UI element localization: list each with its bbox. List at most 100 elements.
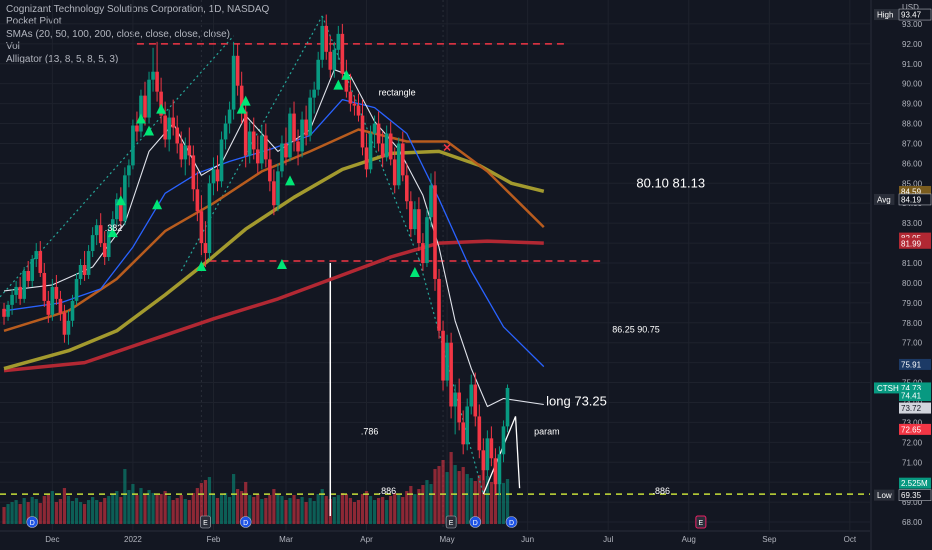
- candle-body: [469, 384, 474, 407]
- legend-line-3[interactable]: Vol: [6, 41, 20, 53]
- volume-bar: [316, 494, 320, 525]
- candle-body: [465, 406, 470, 445]
- volume-bar: [2, 507, 6, 525]
- annotation-label: .786: [361, 426, 379, 436]
- annotation-label: param: [534, 426, 560, 436]
- time-tick: Jun: [521, 535, 534, 544]
- candle-body: [131, 125, 135, 166]
- candle-body: [388, 133, 393, 160]
- volume-bar: [42, 496, 46, 525]
- candle-body: [14, 286, 18, 295]
- earnings-event-icon: [445, 515, 457, 529]
- cross-marker: [443, 143, 451, 151]
- volume-bar: [139, 488, 143, 525]
- badge-label: High: [877, 11, 893, 20]
- volume-bar: [203, 480, 208, 525]
- candle-body: [332, 49, 337, 70]
- time-tick: 2022: [124, 535, 142, 544]
- volume-bar: [304, 502, 308, 525]
- volume-bar: [131, 484, 135, 525]
- pocket-pivot-marker: [236, 103, 247, 114]
- candle-body: [376, 123, 381, 144]
- candle-body: [316, 59, 320, 90]
- dividend-event-icon: [505, 516, 518, 528]
- candle-body: [405, 175, 409, 202]
- candle-body: [163, 115, 167, 140]
- badge-label-bg: [874, 489, 895, 501]
- volume-bar: [115, 491, 119, 525]
- candle-body: [268, 159, 272, 182]
- time-tick: May: [440, 535, 455, 544]
- volume-bar: [308, 498, 312, 525]
- badge-value-bg: [898, 489, 932, 501]
- volume-bar: [441, 460, 445, 525]
- volume-bar: [58, 499, 63, 525]
- alligator-line: [3, 69, 544, 408]
- candle-body: [437, 278, 441, 331]
- candle-body: [115, 199, 119, 220]
- volume-bar: [320, 489, 324, 525]
- pocket-pivot-marker: [333, 79, 344, 90]
- volume-bar: [377, 498, 381, 525]
- candle-body: [10, 294, 14, 305]
- volume-bar: [336, 495, 340, 525]
- badge-value: 2.525M: [901, 479, 928, 488]
- badge-value-bg: [898, 193, 932, 206]
- volume-bar: [240, 491, 244, 525]
- candle-body: [215, 169, 220, 182]
- candle-body: [90, 235, 95, 252]
- candle-body: [453, 392, 457, 407]
- badge-label: Low: [877, 491, 892, 500]
- volume-bar: [30, 497, 34, 525]
- volume-bar: [26, 502, 30, 525]
- candle-body: [2, 308, 6, 317]
- price-tick: 77.00: [902, 339, 923, 348]
- volume-bar: [300, 497, 304, 525]
- legend-line-2[interactable]: SMAs (20, 50, 100, 200, close, close, cl…: [6, 28, 230, 40]
- price-tick: 68.00: [902, 518, 923, 527]
- volume-bar: [195, 488, 199, 525]
- volume-bar: [248, 495, 252, 525]
- volume-bar: [445, 472, 449, 525]
- candle-body: [70, 300, 75, 321]
- candle-body: [30, 259, 35, 281]
- volume-bar: [360, 494, 365, 525]
- candle-body: [183, 145, 188, 160]
- candle-body: [485, 438, 490, 471]
- candle-body: [312, 89, 316, 98]
- volume-bar: [82, 504, 87, 525]
- price-tick: 90.00: [902, 80, 923, 89]
- volume-bar: [288, 498, 292, 525]
- volume-bar: [393, 493, 397, 525]
- candle-body: [223, 123, 228, 140]
- volume-bar: [135, 495, 139, 525]
- candle-body: [123, 175, 127, 222]
- volume-bar: [485, 476, 489, 525]
- legend-line-1[interactable]: Pocket Pivot: [6, 16, 62, 28]
- volume-bar: [256, 494, 260, 525]
- candle-body: [231, 55, 236, 110]
- volume-bar: [421, 485, 425, 525]
- time-tick: Jul: [603, 535, 613, 544]
- candle-body: [272, 181, 276, 206]
- price-tick: 85.00: [902, 179, 923, 188]
- volume-bar: [429, 484, 433, 525]
- badge-value: 74.41: [901, 392, 922, 401]
- candle-body: [26, 270, 30, 281]
- candle-body: [255, 149, 260, 164]
- volume-bar: [119, 497, 123, 525]
- volume-bar: [364, 491, 369, 525]
- candle-body: [425, 217, 429, 264]
- time-tick: Feb: [207, 535, 221, 544]
- candle-body: [143, 95, 147, 118]
- volume-bar: [437, 466, 441, 525]
- volume-bar: [264, 498, 268, 525]
- candle-body: [199, 211, 204, 244]
- legend-line-4[interactable]: Alligator (13, 8, 5, 8, 5, 3): [6, 53, 119, 65]
- earnings-event-icon: [200, 515, 211, 529]
- currency-label: USD: [902, 3, 919, 12]
- price-tick: 89.00: [902, 100, 923, 109]
- volume-bar: [501, 483, 506, 525]
- volume-bar: [99, 502, 103, 525]
